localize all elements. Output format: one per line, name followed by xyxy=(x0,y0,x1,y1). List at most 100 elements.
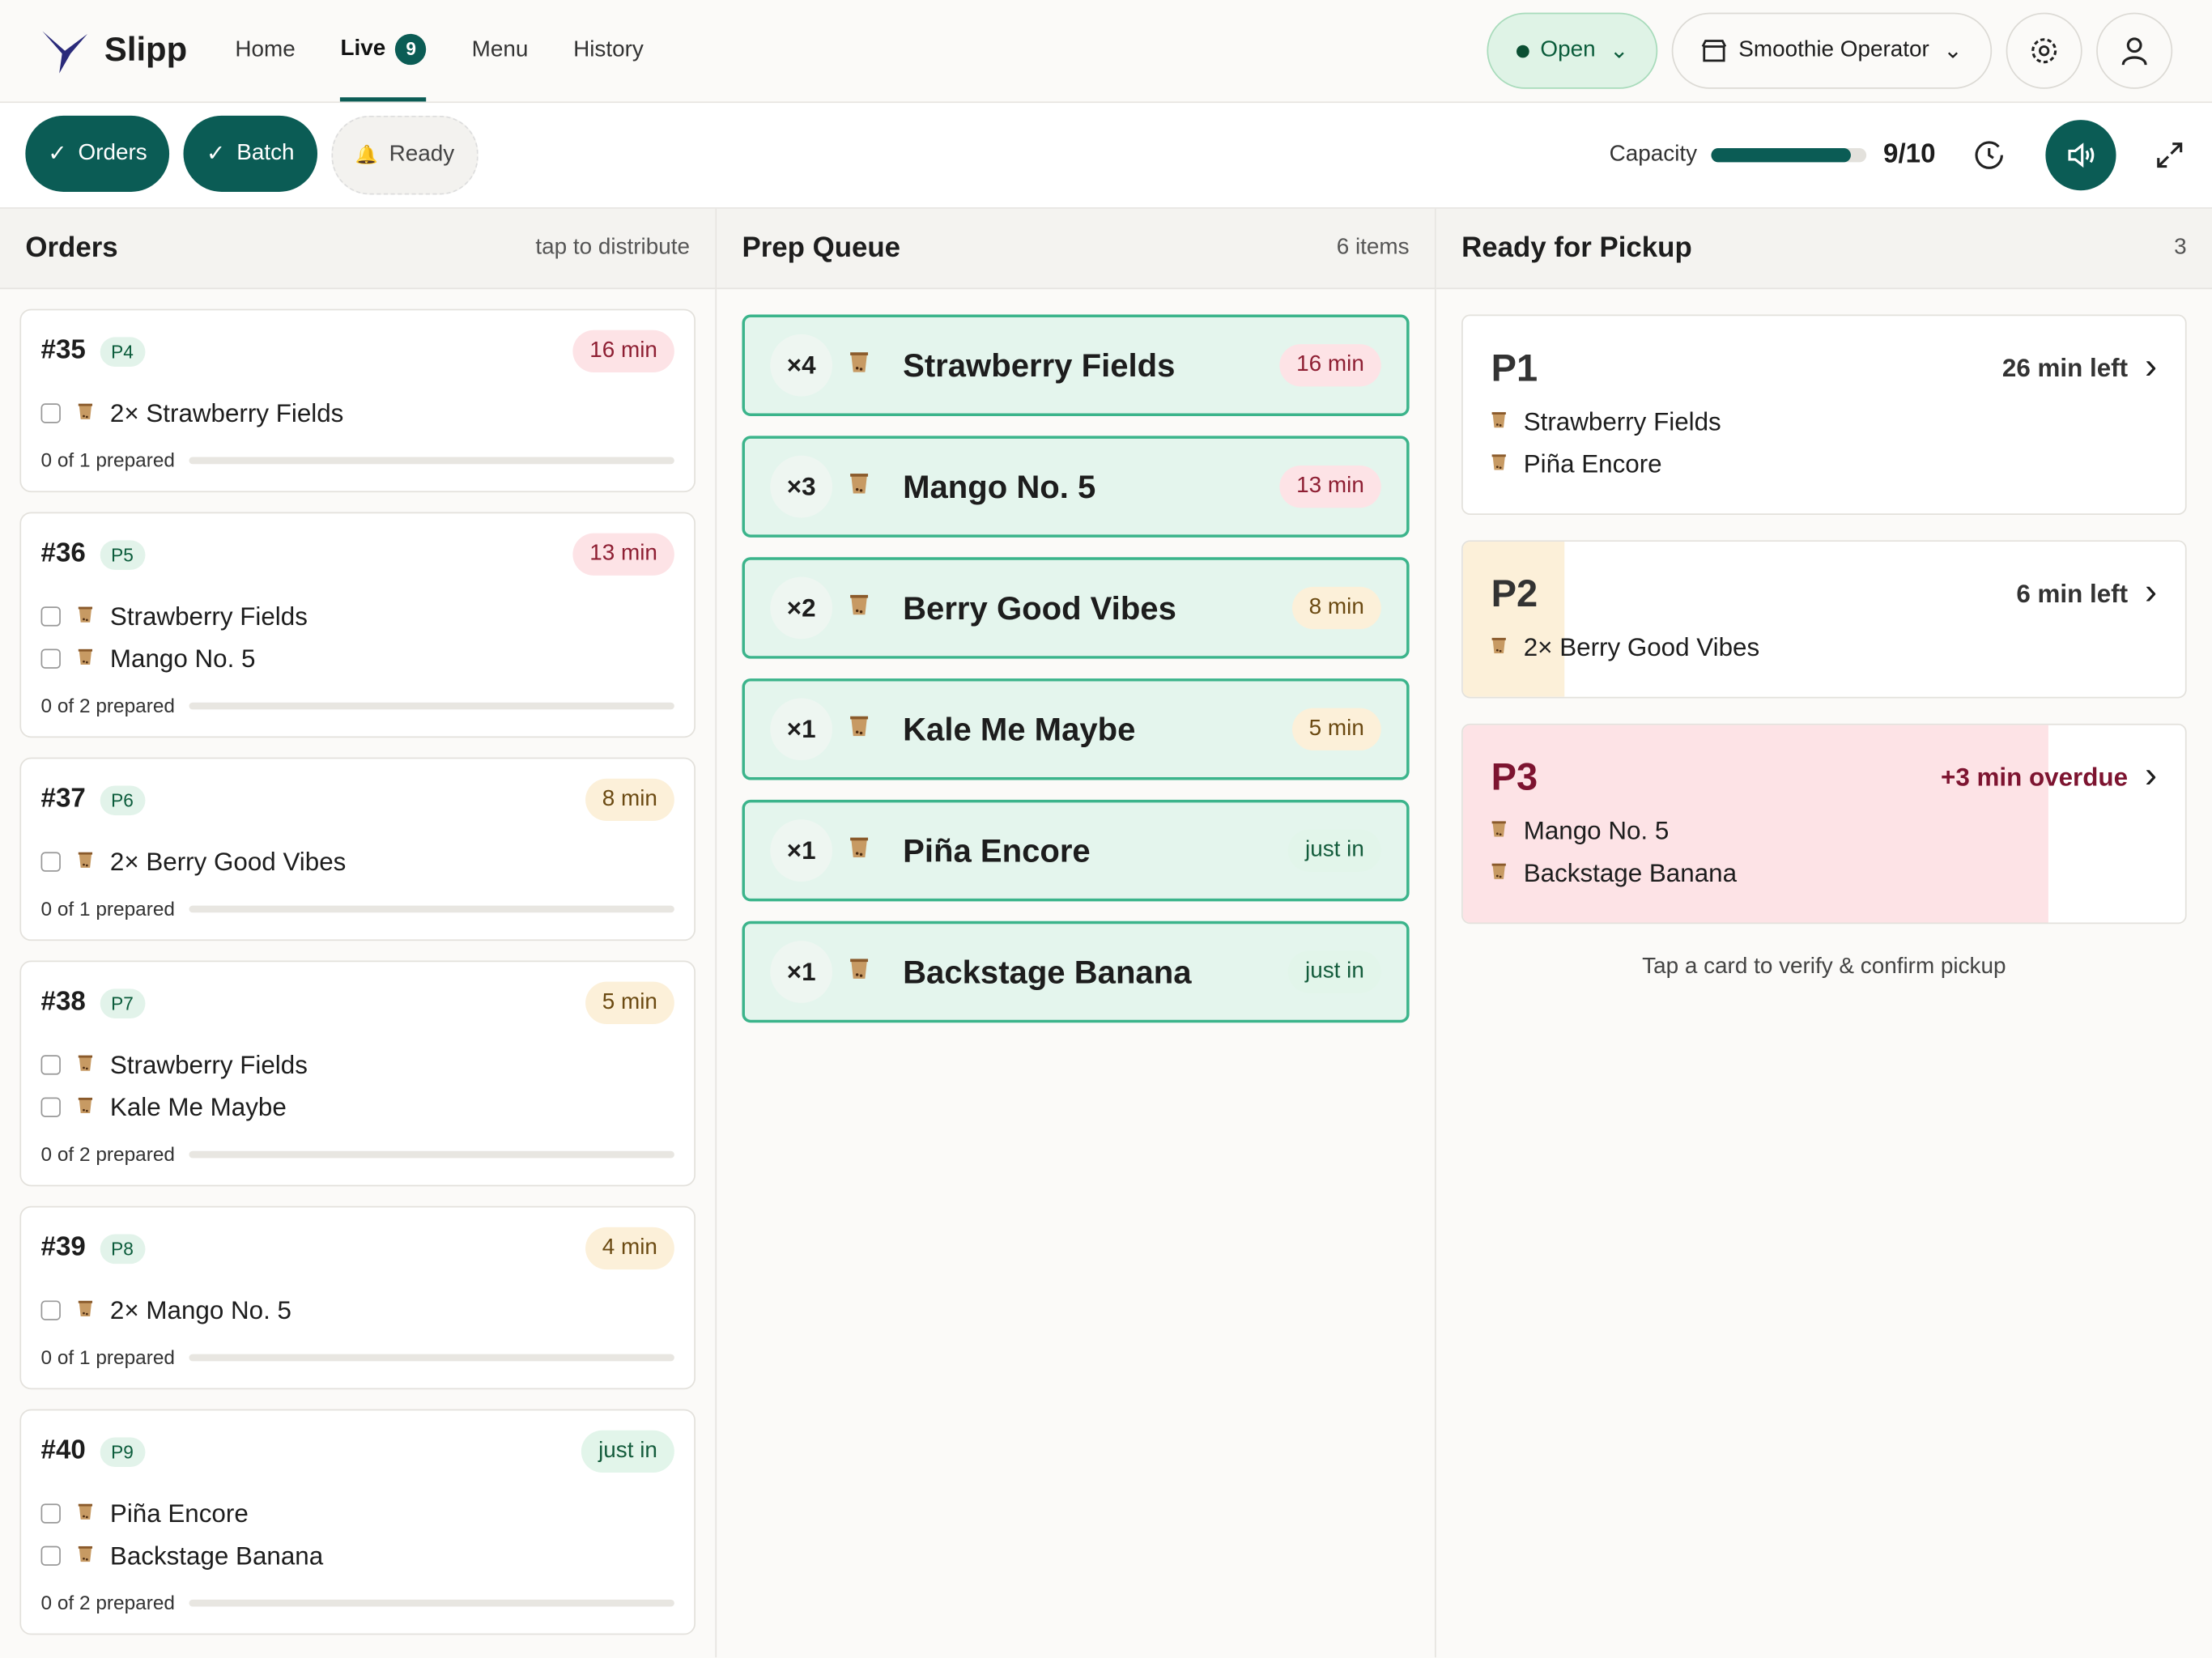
drink-icon xyxy=(1491,407,1507,437)
item-name: 2× Berry Good Vibes xyxy=(109,847,347,876)
nav-link[interactable]: Home xyxy=(235,0,295,101)
order-card[interactable]: #37 P6 8 min 2× Berry Good Vibes 0 of 1 prep… xyxy=(19,757,696,942)
progress-text: 0 of 2 prepared xyxy=(40,1142,175,1166)
checkbox[interactable] xyxy=(40,1545,61,1567)
prep-card[interactable]: ×3 Mango No. 5 13 min xyxy=(742,436,1410,538)
order-list: #35 P4 16 min 2× Strawberry Fields 0 of 1 pr… xyxy=(0,308,715,1635)
drink-name: Backstage Banana xyxy=(903,952,1192,990)
count: 3 xyxy=(2174,235,2187,260)
time-pill: 5 min xyxy=(585,981,674,1024)
filters: ✓ Orders ✓ Batch 🔔 Ready xyxy=(25,115,492,195)
settings-button[interactable] xyxy=(2006,12,2082,89)
order-card[interactable]: #35 P4 16 min 2× Strawberry Fields 0 of 1 pr… xyxy=(19,308,696,493)
drink-icon xyxy=(78,1050,93,1080)
status-button[interactable]: Open ⌄ xyxy=(1487,12,1658,89)
time-pill: 4 min xyxy=(585,1226,674,1270)
progress-text: 0 of 2 prepared xyxy=(40,694,175,717)
ready-card[interactable]: P2 6 min left › 2× Berry Good Vibes xyxy=(1461,540,2187,699)
nav-link[interactable]: Menu xyxy=(472,0,529,101)
live-count: 9 xyxy=(395,32,427,65)
filter-button[interactable]: 🔔 Ready xyxy=(330,115,479,195)
checkbox[interactable] xyxy=(40,606,61,627)
order-line: Strawberry Fields xyxy=(40,1044,674,1086)
drink-icon xyxy=(78,1541,93,1571)
order-line: 2× Berry Good Vibes xyxy=(40,840,674,882)
drink-name: Piña Encore xyxy=(903,831,1091,869)
progress: 0 of 2 prepared xyxy=(41,1142,674,1165)
store-button[interactable]: Smoothie Operator ⌄ xyxy=(1672,12,1993,89)
order-card[interactable]: #36 P5 13 min Strawberry Fields Mango No. 5 0… xyxy=(19,512,696,738)
drink-icon xyxy=(849,349,869,381)
pickup-code: P7 xyxy=(100,988,145,1018)
checkbox[interactable] xyxy=(40,1300,61,1320)
capacity: 9/10 xyxy=(1883,139,1936,170)
progress-bar xyxy=(189,701,674,709)
quantity: ×1 xyxy=(770,819,832,882)
checkbox[interactable] xyxy=(40,403,61,423)
nav-link[interactable]: History xyxy=(573,0,644,101)
quantity: ×2 xyxy=(770,576,832,640)
prep-column: Prep Queue 6 items ×4 Strawberry Fields 16 … xyxy=(717,208,1436,1658)
order-id: #37 xyxy=(40,784,86,814)
item-name: 2× Mango No. 5 xyxy=(109,1295,291,1324)
prep-card[interactable]: ×1 Piña Encore just in xyxy=(742,799,1410,902)
prep-card[interactable]: ×4 Strawberry Fields 16 min xyxy=(742,314,1410,416)
fullscreen-icon[interactable] xyxy=(2153,138,2187,172)
countdown-fill xyxy=(1462,725,2048,923)
chevron: › xyxy=(2144,569,2158,612)
progress-text: 0 of 1 prepared xyxy=(40,1346,175,1369)
pickup-code: P8 xyxy=(100,1233,145,1264)
nav-link[interactable]: Live 9 xyxy=(340,0,427,102)
order-header: #37 P6 8 min xyxy=(41,759,674,840)
prep-card[interactable]: ×1 Kale Me Maybe 5 min xyxy=(742,678,1410,780)
time-pill: just in xyxy=(581,1430,674,1473)
time-left: 26 min left xyxy=(2001,353,2129,382)
filter-button[interactable]: ✓ Batch xyxy=(184,115,317,192)
progress-bar xyxy=(189,1150,674,1158)
title: Orders xyxy=(25,232,118,263)
quantity: ×3 xyxy=(770,455,832,518)
ready-header: Ready for Pickup 3 xyxy=(1436,208,2212,290)
item-name: Mango No. 5 xyxy=(1523,815,1670,844)
count: 6 items xyxy=(1336,235,1410,260)
order-id: #36 xyxy=(40,538,86,569)
order-card[interactable]: #38 P7 5 min Strawberry Fields Kale Me Maybe… xyxy=(19,960,696,1187)
drink-icon xyxy=(1491,816,1507,846)
progress-bar xyxy=(189,1598,674,1606)
ready-card[interactable]: P1 26 min left › Strawberry Fields Piña Enco… xyxy=(1461,314,2187,515)
chevron: › xyxy=(2144,343,2158,386)
order-card[interactable]: #39 P8 4 min 2× Mango No. 5 0 of 1 prepared xyxy=(19,1205,696,1390)
order-id: #38 xyxy=(40,987,86,1018)
filter-button[interactable]: ✓ Orders xyxy=(25,115,170,192)
checkbox[interactable] xyxy=(40,1055,61,1075)
progress-text: 0 of 2 prepared xyxy=(40,1591,175,1614)
checkbox[interactable] xyxy=(40,648,61,669)
nav-link-text: Live xyxy=(340,36,386,61)
pickup-code: P5 xyxy=(100,539,145,570)
item-name: Strawberry Fields xyxy=(109,1050,308,1079)
ready-footer: Tap a card to verify & confirm pickup xyxy=(1642,954,2006,980)
toolbar: ✓ Orders ✓ Batch 🔔 Ready Capacity 9/10 xyxy=(0,103,2212,209)
item-name: Strawberry Fields xyxy=(1523,406,1721,436)
history-icon[interactable] xyxy=(1972,138,2006,172)
checkbox[interactable] xyxy=(40,852,61,872)
profile-button[interactable] xyxy=(2096,12,2173,89)
order-header: #38 P7 5 min xyxy=(41,962,674,1044)
drink-icon xyxy=(849,955,869,988)
order-card[interactable]: #40 P9 just in Piña Encore Backstage Banana 0… xyxy=(19,1409,696,1635)
nav-link-text: History xyxy=(573,38,644,62)
prep-list: ×4 Strawberry Fields 16 min ×3 Mango No. 5 13… xyxy=(717,314,1435,1023)
nav-link-text: Home xyxy=(235,38,296,62)
filter-icon: 🔔 xyxy=(355,143,378,165)
prep-card[interactable]: ×2 Berry Good Vibes 8 min xyxy=(742,557,1410,659)
checkbox[interactable] xyxy=(40,1503,61,1524)
time-pill: 16 min xyxy=(1279,344,1381,387)
ready-line: Backstage Banana xyxy=(1491,852,2157,894)
item-name: Kale Me Maybe xyxy=(109,1092,287,1121)
checkbox[interactable] xyxy=(40,1097,61,1117)
sound-button[interactable] xyxy=(2045,120,2116,191)
prep-card[interactable]: ×1 Backstage Banana just in xyxy=(742,920,1410,1023)
ready-card[interactable]: P3 +3 min overdue › Mango No. 5 Backstage Ba… xyxy=(1461,723,2187,925)
drink-icon xyxy=(1491,449,1507,479)
